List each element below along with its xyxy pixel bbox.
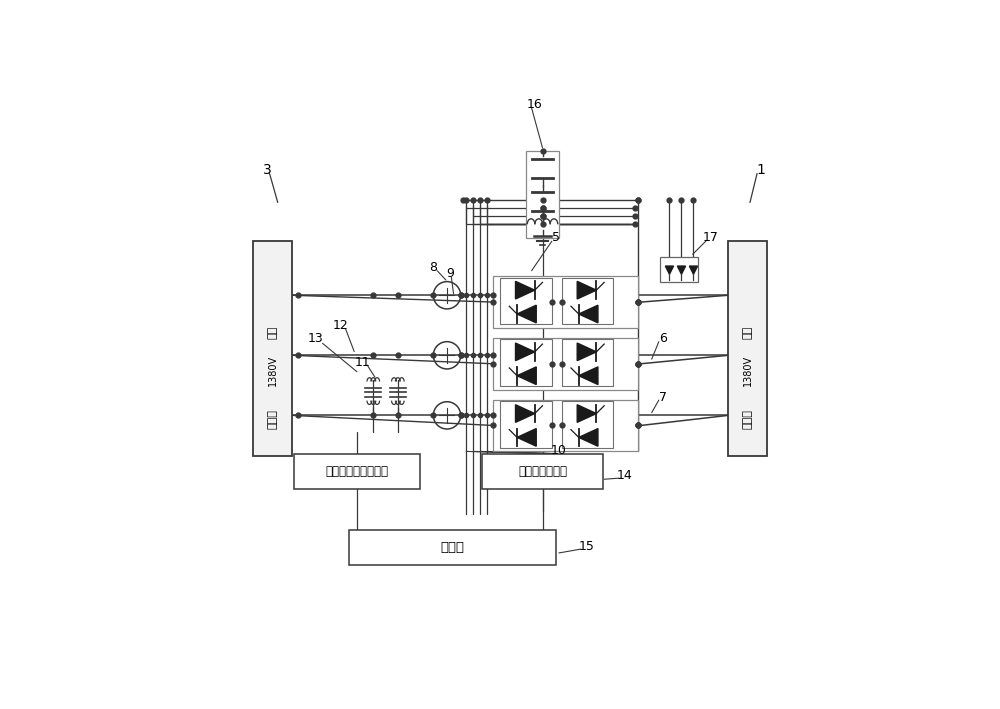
- Text: 5: 5: [552, 231, 560, 245]
- Text: 信号处理与转化电路: 信号处理与转化电路: [325, 465, 388, 478]
- Polygon shape: [577, 405, 596, 423]
- Bar: [493, 400, 638, 452]
- Bar: [562, 278, 613, 324]
- Text: 14: 14: [617, 469, 632, 482]
- Polygon shape: [677, 266, 686, 274]
- Bar: [349, 530, 556, 566]
- Polygon shape: [579, 305, 598, 323]
- Bar: [562, 401, 613, 447]
- Text: 10: 10: [551, 445, 567, 457]
- Bar: [728, 240, 767, 457]
- Bar: [562, 340, 613, 386]
- Text: 第一: 第一: [743, 325, 753, 339]
- Text: 1380V: 1380V: [743, 354, 753, 386]
- Text: 第二: 第二: [268, 325, 278, 339]
- Text: 6: 6: [659, 333, 667, 345]
- Polygon shape: [577, 281, 596, 299]
- Polygon shape: [516, 405, 535, 423]
- Bar: [526, 150, 559, 238]
- Text: 1: 1: [756, 162, 765, 177]
- Text: 1380V: 1380V: [268, 354, 278, 386]
- Bar: [500, 340, 552, 386]
- Text: 控制器: 控制器: [440, 541, 464, 554]
- Polygon shape: [689, 266, 698, 274]
- Text: 断路器: 断路器: [268, 410, 278, 430]
- Polygon shape: [577, 343, 596, 361]
- Bar: [493, 338, 638, 390]
- Text: 11: 11: [354, 356, 370, 369]
- Polygon shape: [516, 281, 535, 299]
- Polygon shape: [579, 428, 598, 446]
- Bar: [500, 401, 552, 447]
- Text: 9: 9: [446, 267, 454, 280]
- Text: 3: 3: [262, 162, 271, 177]
- Text: 17: 17: [702, 231, 718, 245]
- Text: 12: 12: [333, 319, 348, 332]
- Text: 16: 16: [526, 98, 542, 111]
- Polygon shape: [517, 305, 536, 323]
- Polygon shape: [665, 266, 674, 274]
- Text: 断路器: 断路器: [743, 410, 753, 430]
- Bar: [493, 277, 638, 328]
- Text: 电磁触发动电路: 电磁触发动电路: [518, 465, 567, 478]
- Polygon shape: [579, 367, 598, 384]
- Polygon shape: [516, 343, 535, 361]
- Polygon shape: [517, 428, 536, 446]
- Text: 7: 7: [659, 391, 667, 404]
- Bar: [660, 257, 698, 281]
- Text: 15: 15: [578, 540, 594, 553]
- Bar: [482, 454, 603, 489]
- Bar: [294, 454, 420, 489]
- Polygon shape: [517, 367, 536, 384]
- Bar: [500, 278, 552, 324]
- Bar: [253, 240, 292, 457]
- Text: 8: 8: [429, 262, 437, 274]
- Text: 13: 13: [308, 333, 324, 345]
